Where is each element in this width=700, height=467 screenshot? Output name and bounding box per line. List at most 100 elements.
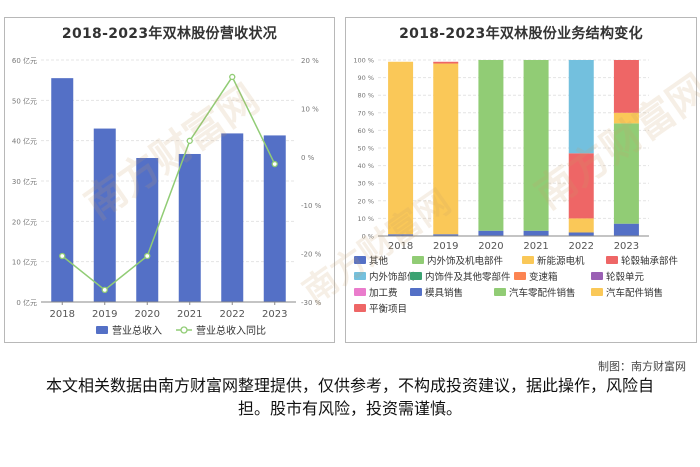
stack-segment	[388, 61, 414, 235]
stack-segment	[478, 230, 504, 236]
legend-label: 内外饰部件	[369, 271, 417, 283]
y-tick-label: 30 亿元	[12, 177, 37, 186]
y2-tick-label: 20 %	[301, 57, 319, 65]
revenue-chart-title: 2018-2023年双林股份营收状况	[61, 26, 278, 42]
yoy-growth-point	[271, 160, 278, 168]
legend-swatch	[412, 256, 424, 264]
y-tick-label: 60 %	[357, 127, 374, 135]
y-tick-label: 0 亿元	[16, 298, 37, 307]
legend-swatch	[522, 256, 534, 264]
stack-segment	[568, 60, 594, 154]
legend-swatch	[410, 272, 422, 280]
stack-segment	[613, 223, 639, 236]
y-tick-label: 30 %	[357, 180, 374, 188]
legend-swatch-revenue	[96, 326, 108, 334]
yoy-growth-line	[61, 75, 276, 291]
legend-swatch	[354, 304, 366, 312]
x-tick-label: 2018	[388, 241, 413, 252]
x-tick-label: 2021	[523, 241, 548, 252]
revenue-chart-panel: 2018-2023年双林股份营收状况 0 亿元 10 亿元 20 亿元 30 亿元 40…	[4, 17, 335, 343]
structure-chart-title: 2018-2023年双林股份业务结构变化	[399, 26, 643, 42]
x-tick-label: 2019	[92, 309, 117, 320]
stack-segment	[613, 60, 639, 113]
legend-label: 平衡项目	[369, 303, 407, 315]
legend-label: 内饰件及其他零部件	[425, 271, 511, 283]
revenue-bar	[93, 128, 116, 302]
revenue-bar	[178, 153, 201, 302]
y-tick-label: 100 %	[353, 57, 374, 65]
stack-segment	[523, 230, 549, 236]
legend-label: 加工费	[369, 287, 398, 299]
yoy-growth-point	[186, 137, 193, 144]
legend-label: 汽车配件销售	[606, 287, 663, 299]
x-tick-label: 2022	[220, 309, 245, 320]
y-tick-label: 20 亿元	[12, 217, 37, 226]
legend-swatch	[514, 272, 526, 280]
x-tick-label: 2019	[433, 241, 458, 252]
legend-label: 内外饰及机电部件	[427, 255, 504, 267]
y-tick-label: 70 %	[357, 109, 374, 117]
revenue-bar	[51, 78, 74, 303]
legend-swatch	[591, 272, 603, 280]
y-tick-label: 0 %	[362, 233, 374, 241]
y-tick-label: 40 亿元	[12, 137, 37, 146]
legend-label: 汽车零配件销售	[509, 287, 576, 299]
yoy-growth-point	[101, 286, 108, 294]
stack-segment	[433, 63, 459, 235]
stack-segment	[478, 60, 504, 231]
stack-segment	[613, 123, 639, 224]
y2-tick-label: 0 %	[301, 154, 315, 162]
legend-swatch	[354, 272, 366, 280]
legend-label: 模具销售	[425, 287, 463, 299]
x-tick-label: 2018	[50, 309, 75, 320]
x-tick-label: 2022	[569, 241, 594, 252]
legend-label: 其他	[369, 255, 389, 267]
yoy-growth-point	[144, 252, 151, 260]
legend-swatch	[410, 288, 422, 296]
y-tick-label: 90 %	[357, 74, 374, 82]
stack-segment	[613, 112, 639, 124]
revenue-bar	[221, 133, 244, 302]
legend-swatch	[354, 288, 366, 296]
y-tick-label: 40 %	[357, 162, 374, 170]
yoy-growth-point	[59, 252, 66, 260]
x-tick-label: 2023	[614, 241, 639, 252]
revenue-bar	[263, 135, 286, 302]
x-tick-label: 2020	[478, 241, 503, 252]
y-tick-label: 80 %	[357, 92, 374, 100]
x-tick-label: 2023	[262, 309, 287, 320]
y2-tick-label: -10 %	[301, 202, 322, 210]
x-tick-label: 2021	[177, 309, 202, 320]
legend-label: 营业总收入同比	[196, 324, 266, 337]
y-tick-label: 10 亿元	[12, 258, 37, 267]
stack-segment	[388, 234, 414, 236]
legend-label: 营业总收入	[112, 324, 162, 337]
legend-swatch	[591, 288, 603, 296]
stack-segment	[568, 232, 594, 236]
legend-label: 新能源电机	[537, 255, 585, 267]
y-tick-label: 60 亿元	[12, 56, 37, 65]
legend-label: 轮毂单元	[606, 271, 645, 283]
y-tick-label: 50 亿元	[12, 96, 37, 105]
revenue-bar	[136, 158, 159, 302]
y2-tick-label: 10 %	[301, 105, 319, 113]
stack-segment	[523, 60, 549, 231]
stack-segment	[568, 218, 594, 233]
yoy-growth-point	[229, 73, 236, 81]
structure-chart-svg: 0 % 10 % 20 % 30 % 40 % 50 % 60 % 70 % 80 % 90 % 1…	[353, 57, 679, 316]
legend-label: 变速箱	[529, 271, 558, 283]
legend-swatch	[354, 256, 366, 264]
chart-credit: 制图：南方财富网	[598, 360, 686, 373]
stack-segment	[433, 61, 459, 64]
legend-swatch	[606, 256, 618, 264]
legend-label: 轮毂轴承部件	[621, 255, 679, 267]
y2-tick-label: -20 %	[301, 251, 322, 259]
y-tick-label: 20 %	[357, 197, 374, 205]
business-structure-chart-panel: 2018-2023年双林股份业务结构变化 0 % 10 % 20 % 30 % 40 %…	[345, 17, 697, 343]
y-tick-label: 50 %	[357, 145, 374, 153]
y-tick-label: 10 %	[357, 215, 374, 223]
legend-swatch-yoy-marker	[180, 326, 188, 334]
legend-swatch	[494, 288, 506, 296]
x-tick-label: 2020	[135, 309, 160, 320]
stack-segment	[568, 153, 594, 219]
